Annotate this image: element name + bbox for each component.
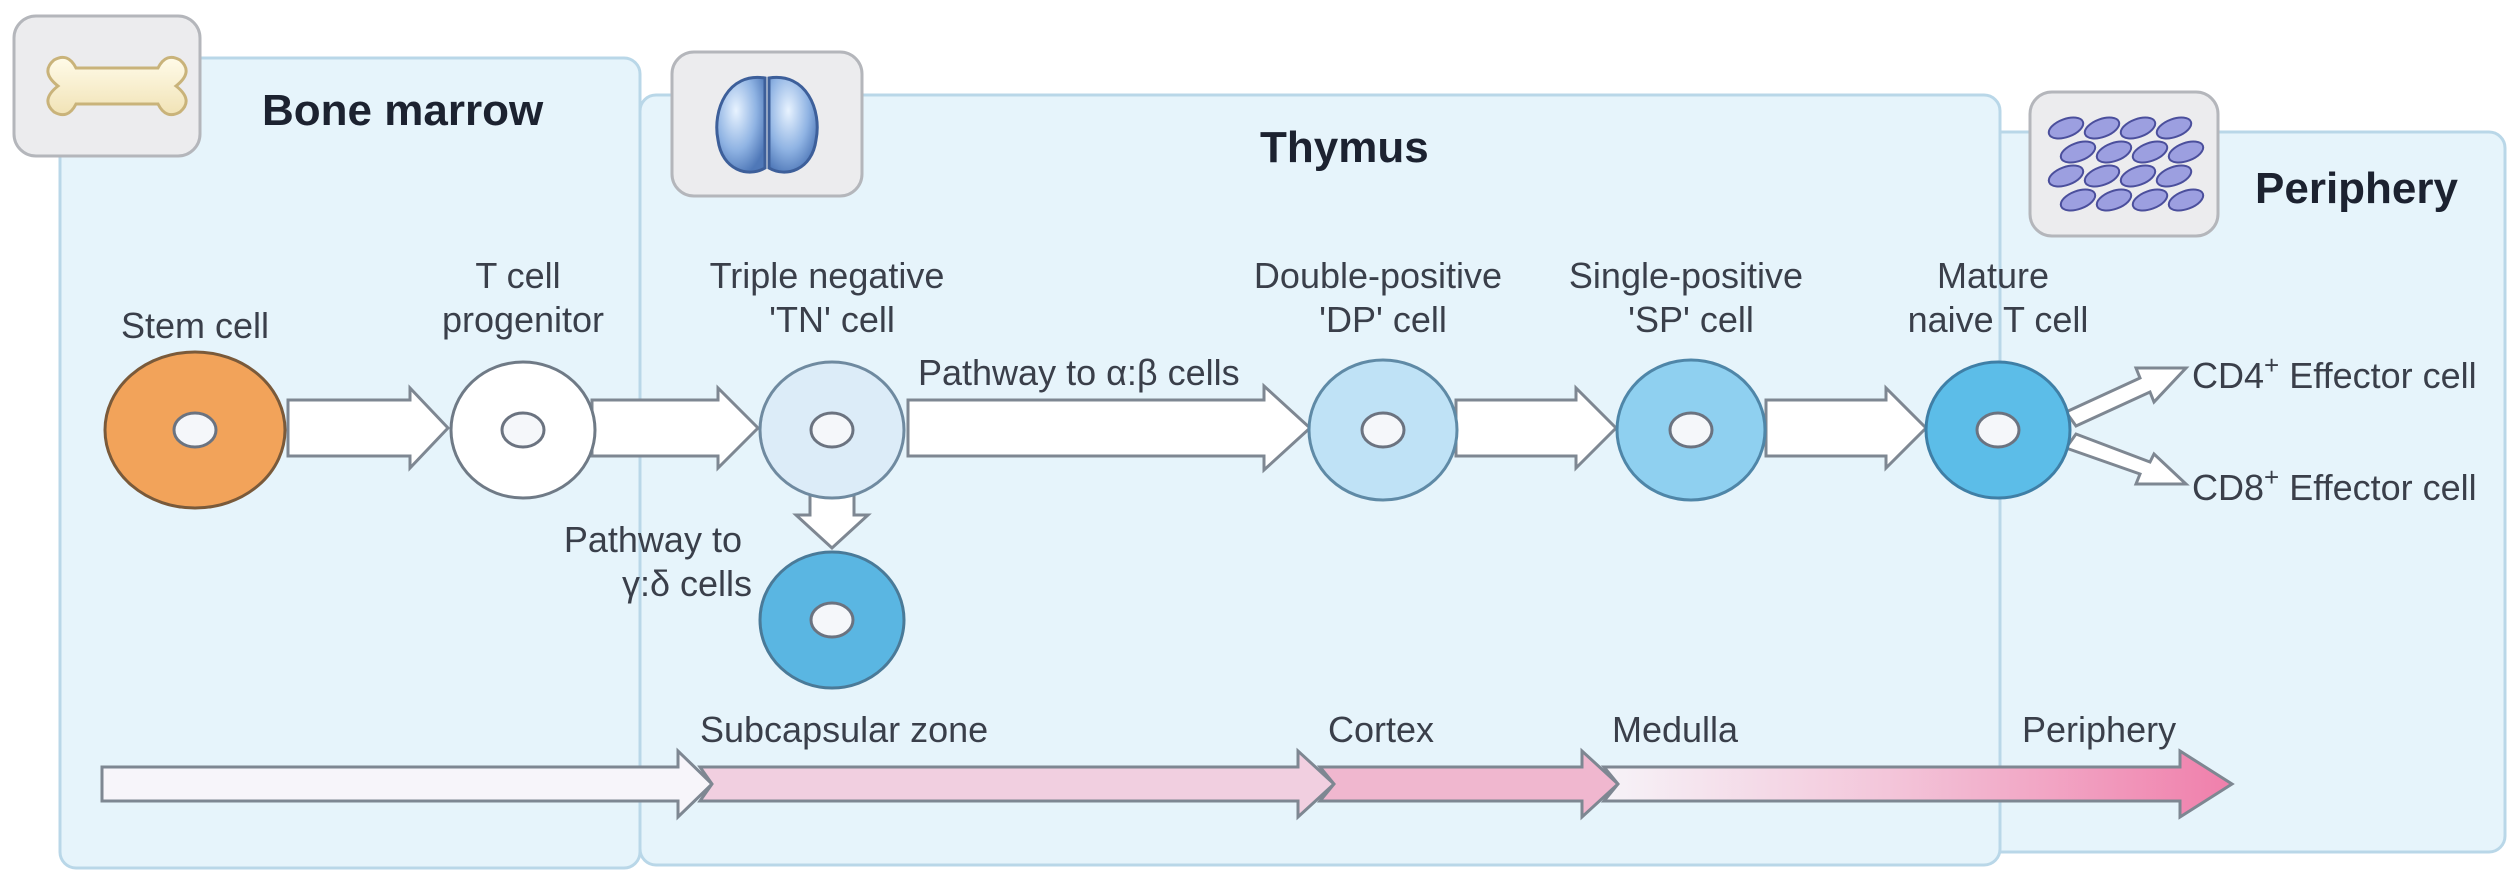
tissue-cell-shape (2131, 140, 2169, 164)
tissue-cell-shape (2155, 116, 2193, 140)
cd4-effector-label: CD4+ Effector cell (2192, 350, 2477, 396)
arrow-tn-to-dp (906, 382, 1313, 474)
sp-cell (1615, 358, 1767, 502)
gd-pathway-label: Pathway to γ:δ cells (564, 519, 752, 604)
arrow-stem-to-progenitor (286, 384, 451, 472)
tissue-cell-shape (2155, 164, 2193, 188)
bone-marrow-title: Bone marrow (262, 86, 544, 135)
tissue-cell-shape (2083, 116, 2121, 140)
ab-pathway-label: Pathway to α:β cells (918, 352, 1240, 393)
tissue-cell-shape (2059, 140, 2097, 164)
tissue-cell-shape (2083, 164, 2121, 188)
tn-cell-label: Triple negative 'TN' cell (710, 255, 955, 340)
tn-cell (758, 360, 906, 500)
cd8-effector-label: CD8+ Effector cell (2192, 462, 2477, 508)
zone-label-periphery: Periphery (2022, 709, 2176, 750)
bone-marrow-panel (58, 56, 642, 870)
tissue-cell-shape (2167, 140, 2205, 164)
arrow-to-cd8 (2063, 432, 2190, 486)
tissue-cell-shape (2095, 140, 2133, 164)
zone-arrow-medulla-periphery (1600, 748, 2235, 820)
dp-cell (1307, 358, 1459, 502)
gd-cell (758, 550, 906, 690)
zone-label-cortex: Cortex (1328, 709, 1434, 750)
periphery-title: Periphery (2255, 164, 2459, 213)
thymus-title: Thymus (1260, 123, 1429, 172)
dp-cell-label: Double-positive 'DP' cell (1254, 255, 1512, 340)
thymus-icon (670, 50, 864, 198)
zone-arrows (100, 747, 2235, 821)
tissue-cell-shape (2059, 188, 2097, 212)
arrow-to-cd4 (2063, 366, 2190, 428)
zone-label-medulla: Medulla (1612, 709, 1739, 750)
tissue-cell-shape (2095, 188, 2133, 212)
stem-cell-label: Stem cell (121, 305, 269, 346)
progenitor-label: T cell progenitor (442, 255, 604, 340)
tissue-cell-shape (2167, 188, 2205, 212)
sp-cell-label: Single-positive 'SP' cell (1569, 255, 1813, 340)
bone-icon (12, 14, 202, 158)
mature-naive-t-cell (1924, 360, 2072, 500)
tissue-cell-shape (2047, 164, 2085, 188)
zone-arrow-subcapsular (697, 747, 1337, 821)
t-cell-progenitor (449, 360, 597, 500)
tissue-cell-shape (2131, 188, 2169, 212)
main-flow-arrows (286, 366, 2190, 551)
tissue-icon (2028, 90, 2220, 238)
arrow-dp-to-sp (1454, 384, 1619, 472)
tissue-cell-shape (2047, 116, 2085, 140)
tissue-cell-shape (2119, 116, 2157, 140)
zone-label-subcapsular: Subcapsular zone (700, 709, 988, 750)
zone-arrow-cortex (1316, 747, 1621, 821)
mature-cell-label: Mature naive T cell (1908, 255, 2089, 340)
arrow-sp-to-mature (1764, 384, 1929, 472)
zone-arrow-bone-marrow (100, 747, 715, 821)
tissue-cell-shape (2119, 164, 2157, 188)
arrow-progenitor-to-tn (590, 384, 761, 472)
stem-cell (103, 350, 287, 510)
